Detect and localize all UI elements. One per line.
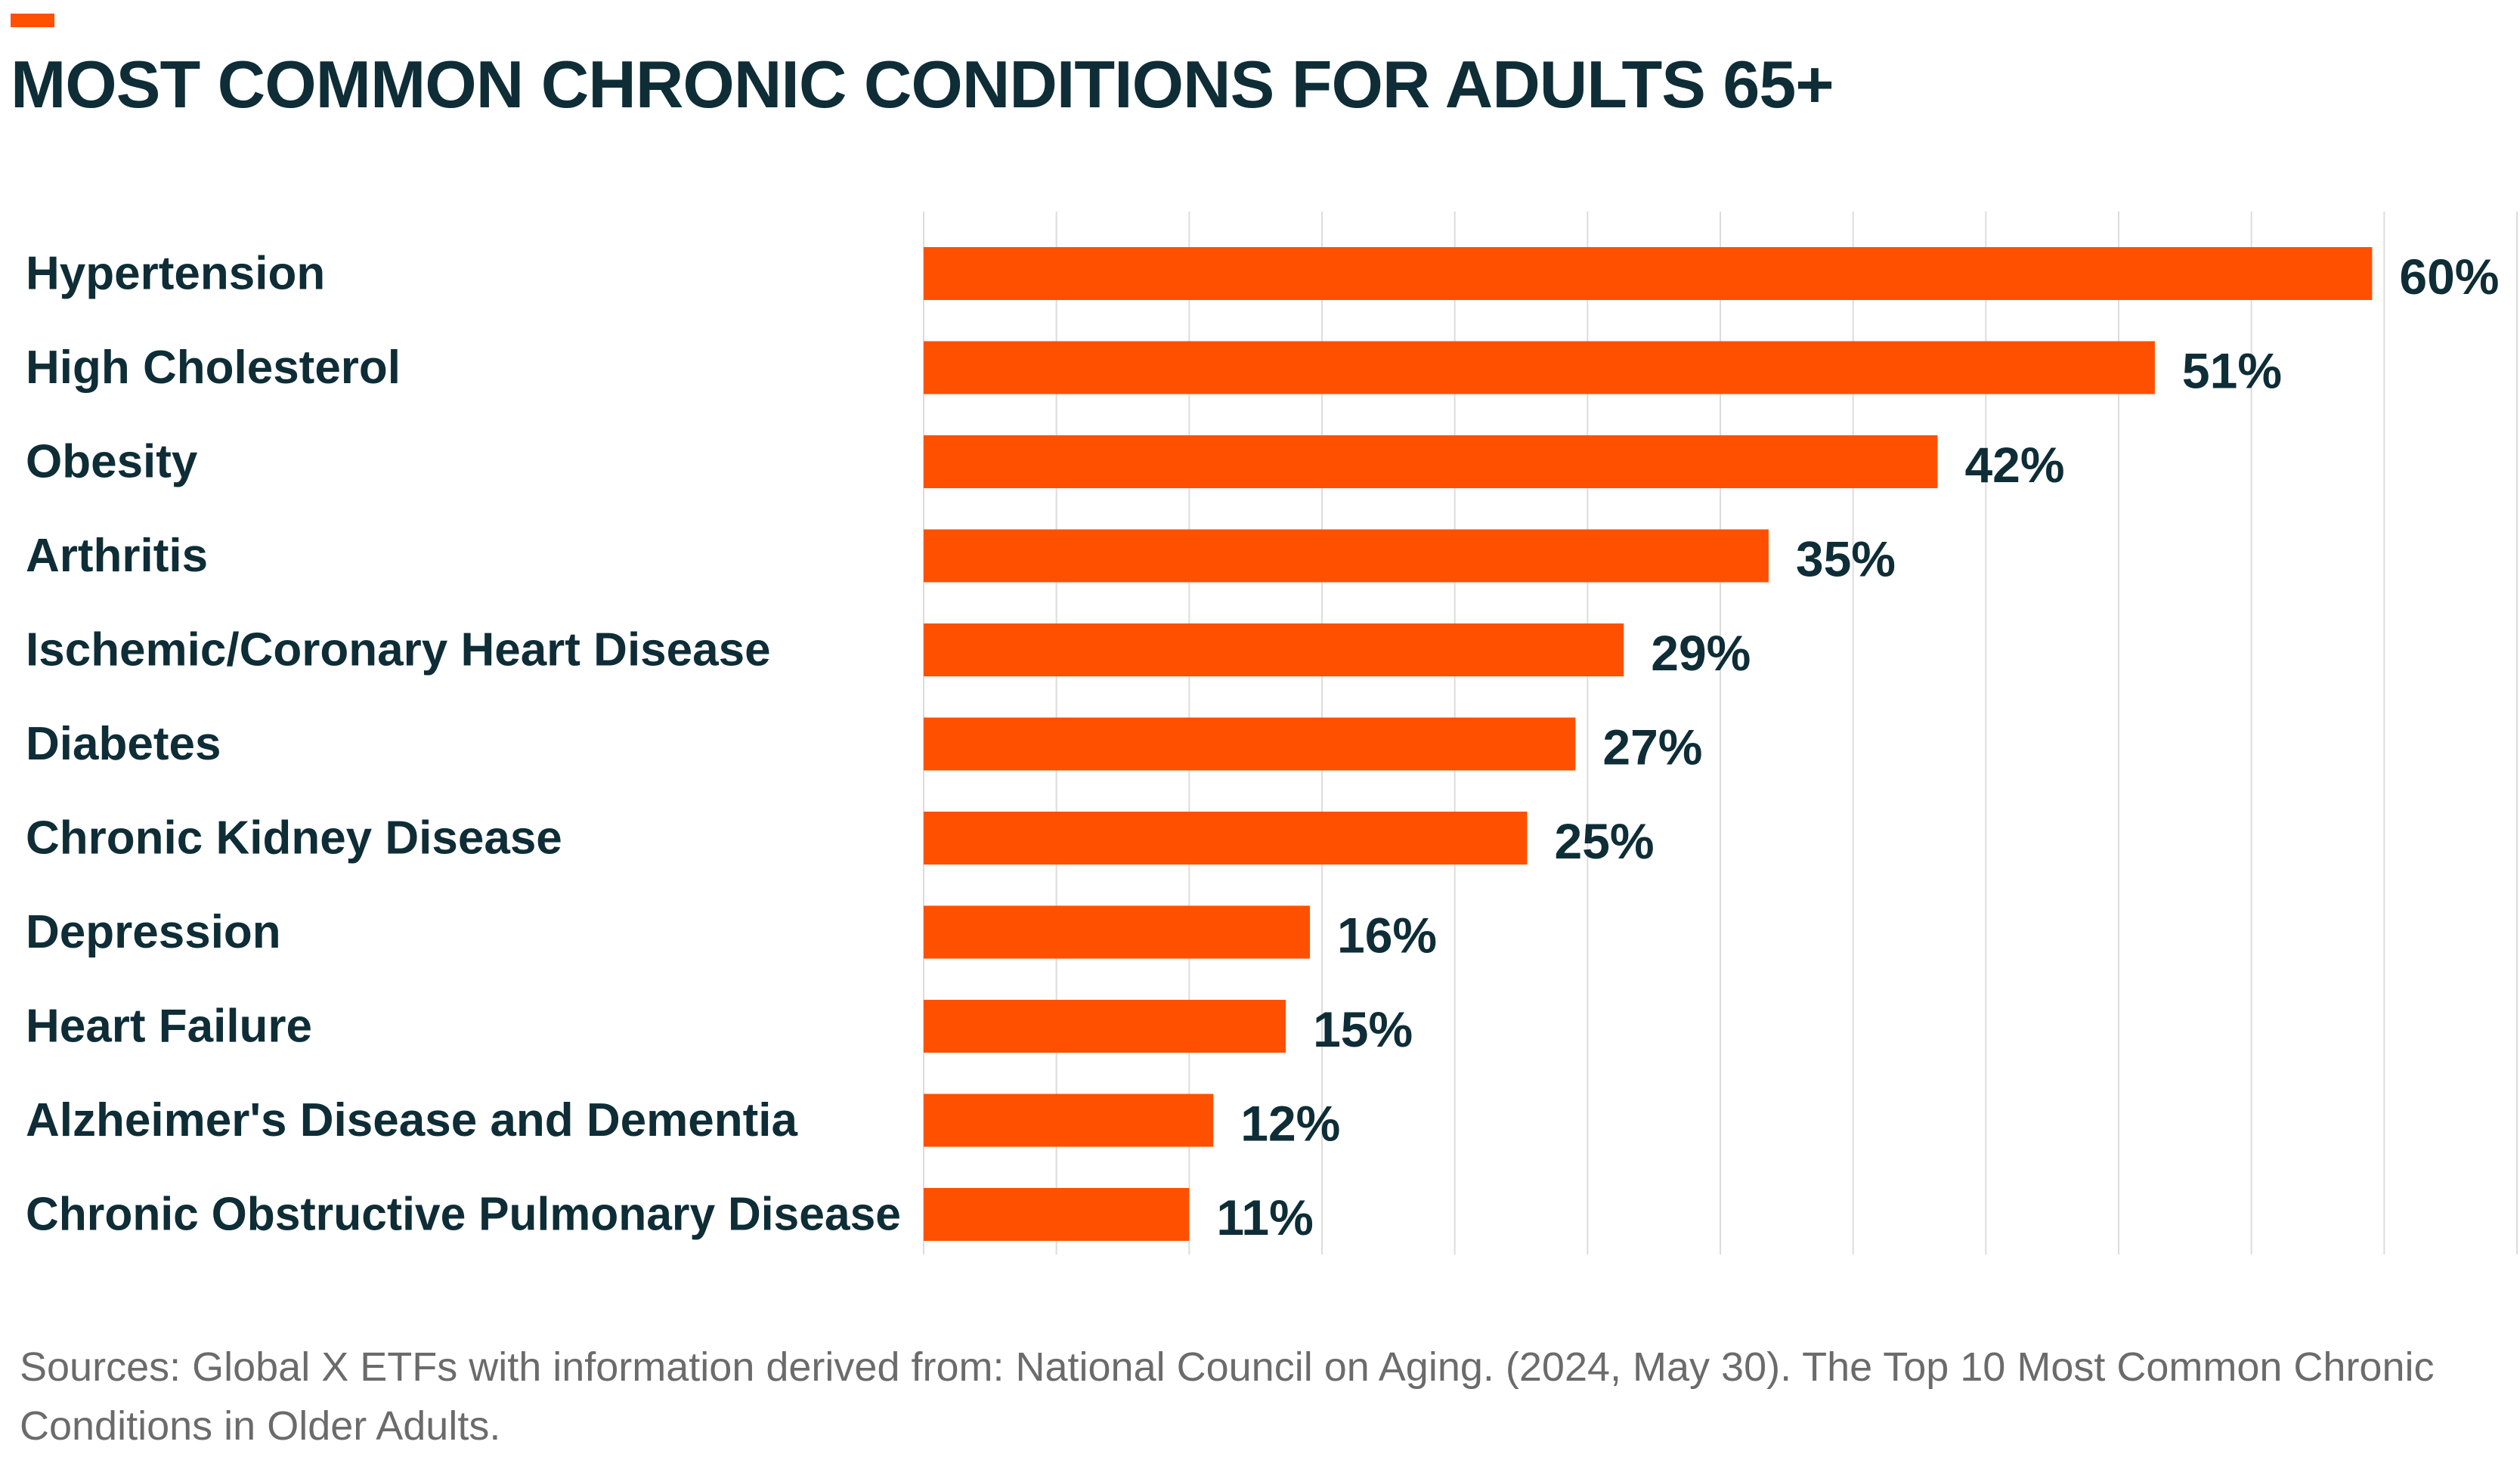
bars <box>924 247 2373 1241</box>
category-label: Depression <box>26 906 281 958</box>
category-label: Heart Failure <box>26 1001 312 1053</box>
bar <box>924 1000 1286 1053</box>
value-label: 51% <box>2182 343 2282 399</box>
value-label: 42% <box>1964 437 2064 493</box>
bar <box>924 341 2155 394</box>
source-note: Sources: Global X ETFs with information … <box>20 1344 2435 1449</box>
bar <box>924 905 1311 959</box>
chart-title: MOST COMMON CHRONIC CONDITIONS FOR ADULT… <box>11 47 1834 122</box>
category-label: Hypertension <box>26 248 325 300</box>
bar <box>924 812 1528 865</box>
bar <box>924 435 1938 488</box>
category-label: Obesity <box>26 436 198 488</box>
bar <box>924 247 2373 300</box>
bar-chart: Hypertension High Cholesterol Obesity Arthr… <box>26 212 2518 1254</box>
bar <box>924 1094 1214 1147</box>
value-labels: 60% 51% 42% 35% 29% 27% 25% 16% 15% 12% 11% <box>1216 249 2499 1245</box>
category-label: High Cholesterol <box>26 342 401 394</box>
bar <box>924 623 1624 676</box>
title-accent-bar <box>11 14 54 27</box>
category-label: Ischemic/Coronary Heart Disease <box>26 624 771 676</box>
category-label: Arthritis <box>26 530 208 582</box>
value-label: 60% <box>2399 249 2499 305</box>
category-label: Diabetes <box>26 718 221 770</box>
value-label: 35% <box>1796 531 1896 587</box>
category-label: Chronic Obstructive Pulmonary Disease <box>26 1189 901 1241</box>
value-label: 29% <box>1651 625 1751 681</box>
category-labels: Hypertension High Cholesterol Obesity Arthr… <box>26 248 901 1241</box>
value-label: 11% <box>1216 1189 1313 1245</box>
category-label: Alzheimer's Disease and Dementia <box>26 1094 797 1146</box>
value-label: 25% <box>1554 813 1654 869</box>
bar <box>924 1188 1190 1241</box>
category-label: Chronic Kidney Disease <box>26 812 562 865</box>
value-label: 27% <box>1602 719 1702 775</box>
value-label: 16% <box>1337 908 1437 964</box>
bar <box>924 717 1576 771</box>
bar <box>924 529 1769 583</box>
value-label: 15% <box>1313 1001 1413 1057</box>
value-label: 12% <box>1240 1096 1340 1152</box>
